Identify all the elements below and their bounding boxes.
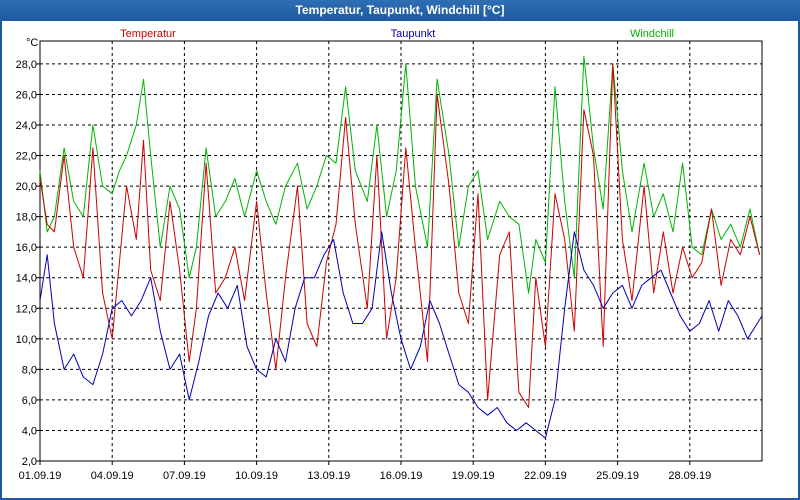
y-tick-label: 10,0 — [16, 334, 37, 346]
x-tick-label: 22.09.19 — [524, 470, 567, 482]
x-tick-label: 07.09.19 — [163, 470, 206, 482]
y-tick-label: 28,0 — [16, 59, 37, 71]
y-tick-label: 4,0 — [22, 425, 37, 437]
y-axis-unit-label: °C — [26, 37, 38, 49]
x-tick-label: 28.09.19 — [668, 470, 711, 482]
y-tick-label: 8,0 — [22, 364, 37, 376]
y-tick-label: 2,0 — [22, 456, 37, 468]
window-frame-bottom — [0, 498, 800, 500]
series-line-taupunkt — [39, 231, 763, 439]
y-tick-label: 20,0 — [16, 181, 37, 193]
x-tick-label: 13.09.19 — [307, 470, 350, 482]
y-tick-label: 22,0 — [16, 151, 37, 163]
window-frame-left — [0, 21, 2, 500]
x-tick-label: 16.09.19 — [380, 470, 423, 482]
series-line-windchill — [39, 55, 761, 294]
legend-temperatur: Temperatur — [120, 28, 176, 40]
x-tick-label: 25.09.19 — [596, 470, 639, 482]
series-lines — [39, 55, 763, 439]
y-tick-label: 12,0 — [16, 303, 37, 315]
series-line-temperatur — [39, 63, 761, 408]
y-tick-label: 16,0 — [16, 242, 37, 254]
legend-taupunkt: Taupunkt — [391, 28, 436, 40]
y-tick-label: 18,0 — [16, 212, 37, 224]
y-axis-ticks: 2,0 4,0 6,0 8,0 10,0 12,0 14,0 16,0 18,0 20,0 22,0… — [16, 59, 40, 468]
x-tick-label: 19.09.19 — [452, 470, 495, 482]
window-frame-right — [798, 21, 800, 500]
y-tick-label: 6,0 — [22, 395, 37, 407]
legend-windchill: Windchill — [630, 28, 674, 40]
y-tick-label: 24,0 — [16, 120, 37, 132]
x-axis-ticks: 01.09.19 04.09.19 07.09.19 10.09.19 13.09.19… — [19, 461, 711, 482]
x-tick-label: 04.09.19 — [91, 470, 134, 482]
y-tick-label: 14,0 — [16, 273, 37, 285]
x-tick-label: 01.09.19 — [19, 470, 62, 482]
x-tick-label: 10.09.19 — [235, 470, 278, 482]
y-tick-label: 26,0 — [16, 89, 37, 101]
chart-title: Temperatur, Taupunkt, Windchill [°C] — [0, 0, 800, 21]
line-chart: °C Temperatur Taupunkt Windchill 2,0 4,0 6… — [16, 28, 763, 482]
